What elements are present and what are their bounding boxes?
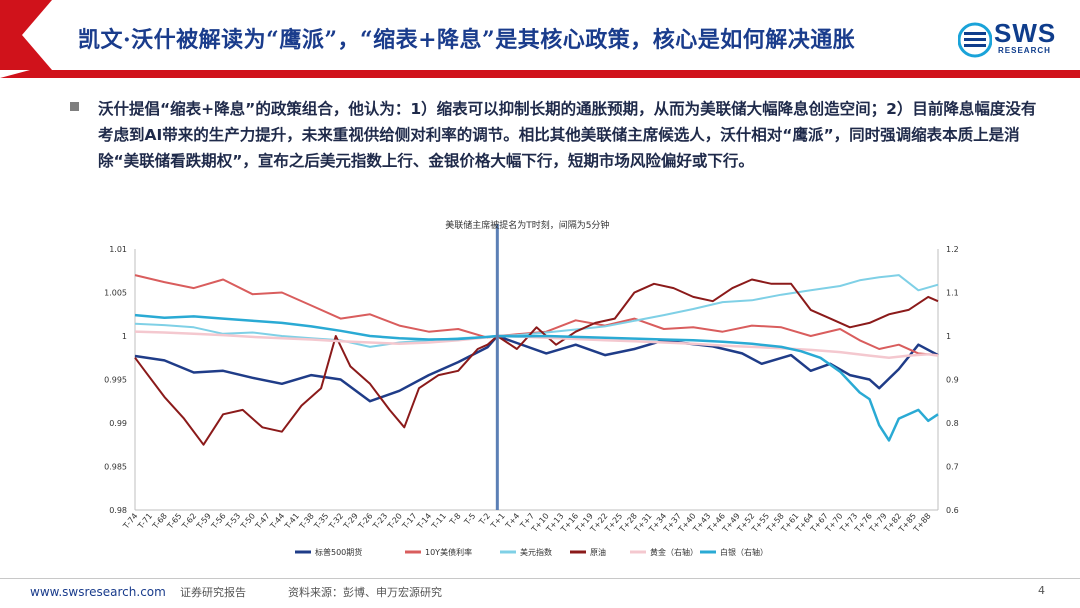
header: 凯文·沃什被解读为“鹰派”，“缩表+降息”是其核心政策，核心是如何解决通胀 SW… xyxy=(0,0,1080,80)
y-right-tick-label: 1.1 xyxy=(946,289,959,298)
y-left-tick-label: 0.99 xyxy=(109,419,127,428)
header-red-chevron xyxy=(0,0,52,70)
x-tick-label: T-14 xyxy=(415,512,434,532)
x-tick-label: T-71 xyxy=(136,512,155,532)
x-tick-label: T-41 xyxy=(283,512,302,532)
x-tick-label: T-50 xyxy=(238,512,257,532)
x-tick-label: T-23 xyxy=(371,512,390,532)
x-tick-label: T-53 xyxy=(224,512,243,532)
x-tick-label: T-17 xyxy=(400,512,419,532)
x-tick-label: T-29 xyxy=(341,512,360,532)
sws-globe-icon xyxy=(958,22,992,58)
x-tick-label: T-68 xyxy=(150,512,169,532)
x-tick-label: T+1 xyxy=(488,512,506,531)
series-line-y10 xyxy=(134,274,939,357)
series-line-usd xyxy=(134,274,939,348)
legend-label: 黄金（右轴） xyxy=(650,547,698,557)
header-red-band xyxy=(0,70,1080,78)
y-right-tick-label: 0.6 xyxy=(946,506,959,515)
y-left-tick-label: 0.995 xyxy=(104,376,127,385)
series-line-oil xyxy=(134,278,939,446)
bullet-square-icon xyxy=(70,102,79,111)
header-decoration xyxy=(0,0,1080,78)
series-line-sp500 xyxy=(134,334,939,403)
y-right-tick-label: 0.8 xyxy=(946,419,959,428)
x-tick-label: T-56 xyxy=(209,512,228,532)
y-right-tick-label: 0.9 xyxy=(946,376,959,385)
series-line-silver xyxy=(134,313,939,442)
x-tick-label: T-38 xyxy=(297,512,316,532)
bullet-point: 沃什提倡“缩表+降息”的政策组合，他认为：1）缩表可以抑制长期的通胀预期，从而为… xyxy=(70,96,1040,174)
x-tick-label: T-32 xyxy=(327,512,346,532)
legend-label: 10Y美债利率 xyxy=(425,547,472,557)
logo: SWS RESEARCH xyxy=(958,16,1068,60)
y-left-tick-label: 1.01 xyxy=(109,245,127,254)
page-title: 凯文·沃什被解读为“鹰派”，“缩表+降息”是其核心政策，核心是如何解决通胀 xyxy=(78,27,856,53)
footer-report-type: 证券研究报告 xyxy=(180,586,246,599)
logo-text: SWS xyxy=(994,18,1057,48)
page-number: 4 xyxy=(1038,584,1045,597)
x-tick-label: T-35 xyxy=(312,512,331,532)
x-tick-label: T-8 xyxy=(447,512,462,528)
y-right-tick-label: 0.7 xyxy=(946,463,959,472)
legend-label: 原油 xyxy=(590,547,606,557)
y-right-tick-label: 1 xyxy=(946,332,951,341)
x-tick-label: T-47 xyxy=(253,512,272,532)
logo-subtext: RESEARCH xyxy=(998,46,1051,55)
bullet-text: 沃什提倡“缩表+降息”的政策组合，他认为：1）缩表可以抑制长期的通胀预期，从而为… xyxy=(98,100,1037,170)
footer-source: 资料来源：彭博、申万宏源研究 xyxy=(288,586,442,599)
line-chart: 0.98 0.985 0.99 0.995 1 1.005 1.01 0.6 0.7 0.8 0.9… xyxy=(104,219,959,557)
chart-title: 美联储主席被提名为T时刻，间隔为5分钟 xyxy=(445,219,609,231)
y-left-tick-label: 1.005 xyxy=(104,289,127,298)
legend-label: 标普500期货 xyxy=(315,547,362,557)
y-left-tick-label: 0.98 xyxy=(109,506,127,515)
x-tick-label: T-26 xyxy=(356,512,375,532)
x-tick-label: T-11 xyxy=(429,512,448,532)
x-tick-label: T-62 xyxy=(180,512,199,532)
x-tick-label: T-65 xyxy=(165,512,184,532)
y-right-tick-label: 1.2 xyxy=(946,245,959,254)
footer-divider xyxy=(0,578,1080,579)
x-tick-label: T-59 xyxy=(194,512,213,532)
x-tick-label: T+4 xyxy=(503,512,521,531)
footer-url[interactable]: www.swsresearch.com xyxy=(30,585,166,599)
x-tick-label: T-44 xyxy=(268,512,287,532)
x-tick-label: T-20 xyxy=(385,512,404,532)
y-left-tick-label: 1 xyxy=(122,332,127,341)
legend-label: 美元指数 xyxy=(520,547,552,557)
y-left-tick-label: 0.985 xyxy=(104,463,127,472)
series-line-gold xyxy=(134,330,939,360)
x-tick-label: T-5 xyxy=(462,512,477,528)
legend-label: 白银（右轴） xyxy=(720,547,768,557)
